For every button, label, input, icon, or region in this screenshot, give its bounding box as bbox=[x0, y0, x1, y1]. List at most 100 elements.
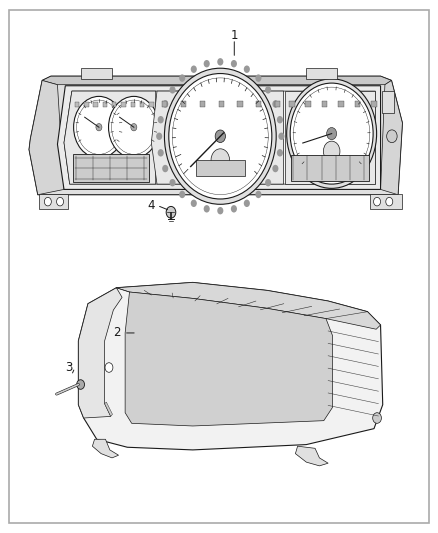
Circle shape bbox=[387, 130, 397, 143]
Circle shape bbox=[204, 60, 210, 67]
Polygon shape bbox=[151, 91, 284, 184]
Polygon shape bbox=[381, 80, 403, 195]
Bar bbox=[84, 102, 88, 107]
Polygon shape bbox=[64, 91, 375, 184]
Bar bbox=[371, 101, 377, 107]
FancyBboxPatch shape bbox=[73, 155, 149, 182]
Circle shape bbox=[386, 197, 393, 206]
Bar bbox=[121, 102, 126, 107]
Bar bbox=[181, 101, 186, 107]
Bar bbox=[289, 101, 294, 107]
Circle shape bbox=[158, 149, 164, 157]
Circle shape bbox=[290, 83, 373, 184]
Circle shape bbox=[255, 191, 261, 198]
Circle shape bbox=[244, 199, 250, 207]
FancyBboxPatch shape bbox=[196, 160, 245, 176]
Bar bbox=[93, 102, 98, 107]
Circle shape bbox=[105, 363, 113, 372]
Circle shape bbox=[158, 116, 164, 124]
Circle shape bbox=[374, 197, 381, 206]
Circle shape bbox=[112, 100, 156, 155]
Circle shape bbox=[265, 86, 271, 94]
Circle shape bbox=[323, 141, 340, 161]
Polygon shape bbox=[117, 282, 381, 329]
Circle shape bbox=[272, 165, 279, 172]
Circle shape bbox=[77, 379, 85, 389]
Bar bbox=[140, 102, 144, 107]
FancyBboxPatch shape bbox=[81, 68, 112, 79]
Circle shape bbox=[173, 78, 268, 195]
Circle shape bbox=[272, 100, 279, 108]
Bar bbox=[103, 102, 107, 107]
Bar bbox=[149, 102, 153, 107]
Circle shape bbox=[164, 68, 276, 204]
Polygon shape bbox=[125, 292, 332, 426]
Polygon shape bbox=[29, 80, 64, 195]
Polygon shape bbox=[92, 439, 119, 458]
Circle shape bbox=[191, 66, 197, 73]
Polygon shape bbox=[57, 86, 381, 189]
Bar bbox=[112, 102, 117, 107]
Polygon shape bbox=[370, 193, 402, 209]
Circle shape bbox=[217, 207, 223, 214]
Circle shape bbox=[373, 413, 381, 423]
Circle shape bbox=[44, 197, 51, 206]
Circle shape bbox=[204, 205, 210, 213]
Circle shape bbox=[156, 133, 162, 140]
Polygon shape bbox=[42, 76, 392, 85]
Bar bbox=[200, 101, 205, 107]
Circle shape bbox=[57, 197, 64, 206]
Circle shape bbox=[170, 179, 176, 187]
Polygon shape bbox=[105, 402, 113, 416]
Circle shape bbox=[327, 127, 337, 140]
Circle shape bbox=[96, 124, 102, 131]
Bar bbox=[219, 101, 224, 107]
Polygon shape bbox=[285, 91, 375, 184]
Circle shape bbox=[162, 165, 168, 172]
Bar bbox=[305, 101, 311, 107]
Text: 3: 3 bbox=[65, 361, 72, 374]
Bar bbox=[131, 102, 135, 107]
Text: 2: 2 bbox=[113, 326, 120, 340]
Circle shape bbox=[131, 124, 137, 131]
Circle shape bbox=[170, 86, 176, 94]
Bar bbox=[338, 101, 344, 107]
Text: 1: 1 bbox=[230, 29, 238, 42]
Circle shape bbox=[244, 66, 250, 73]
Bar bbox=[256, 101, 261, 107]
Circle shape bbox=[217, 58, 223, 66]
FancyBboxPatch shape bbox=[306, 68, 337, 79]
Circle shape bbox=[191, 199, 197, 207]
Polygon shape bbox=[64, 91, 155, 184]
Circle shape bbox=[211, 149, 230, 172]
Circle shape bbox=[231, 205, 237, 213]
Polygon shape bbox=[39, 193, 68, 209]
Circle shape bbox=[277, 149, 283, 157]
Bar bbox=[237, 101, 243, 107]
Circle shape bbox=[293, 87, 370, 180]
Circle shape bbox=[179, 74, 185, 82]
Circle shape bbox=[279, 133, 285, 140]
Text: 4: 4 bbox=[148, 199, 155, 212]
Bar bbox=[321, 101, 327, 107]
Polygon shape bbox=[78, 282, 383, 450]
FancyBboxPatch shape bbox=[290, 155, 369, 181]
Circle shape bbox=[74, 96, 124, 158]
Circle shape bbox=[215, 130, 226, 142]
Circle shape bbox=[179, 191, 185, 198]
Polygon shape bbox=[78, 288, 122, 418]
Polygon shape bbox=[29, 76, 403, 195]
Circle shape bbox=[287, 79, 377, 188]
Circle shape bbox=[255, 74, 261, 82]
Bar bbox=[75, 102, 79, 107]
Circle shape bbox=[166, 206, 176, 218]
FancyBboxPatch shape bbox=[382, 91, 394, 113]
Circle shape bbox=[77, 100, 121, 155]
Circle shape bbox=[265, 179, 271, 187]
Circle shape bbox=[109, 96, 159, 158]
Polygon shape bbox=[295, 446, 328, 466]
Bar bbox=[275, 101, 280, 107]
Circle shape bbox=[277, 116, 283, 124]
Bar bbox=[162, 101, 167, 107]
Circle shape bbox=[162, 100, 168, 108]
